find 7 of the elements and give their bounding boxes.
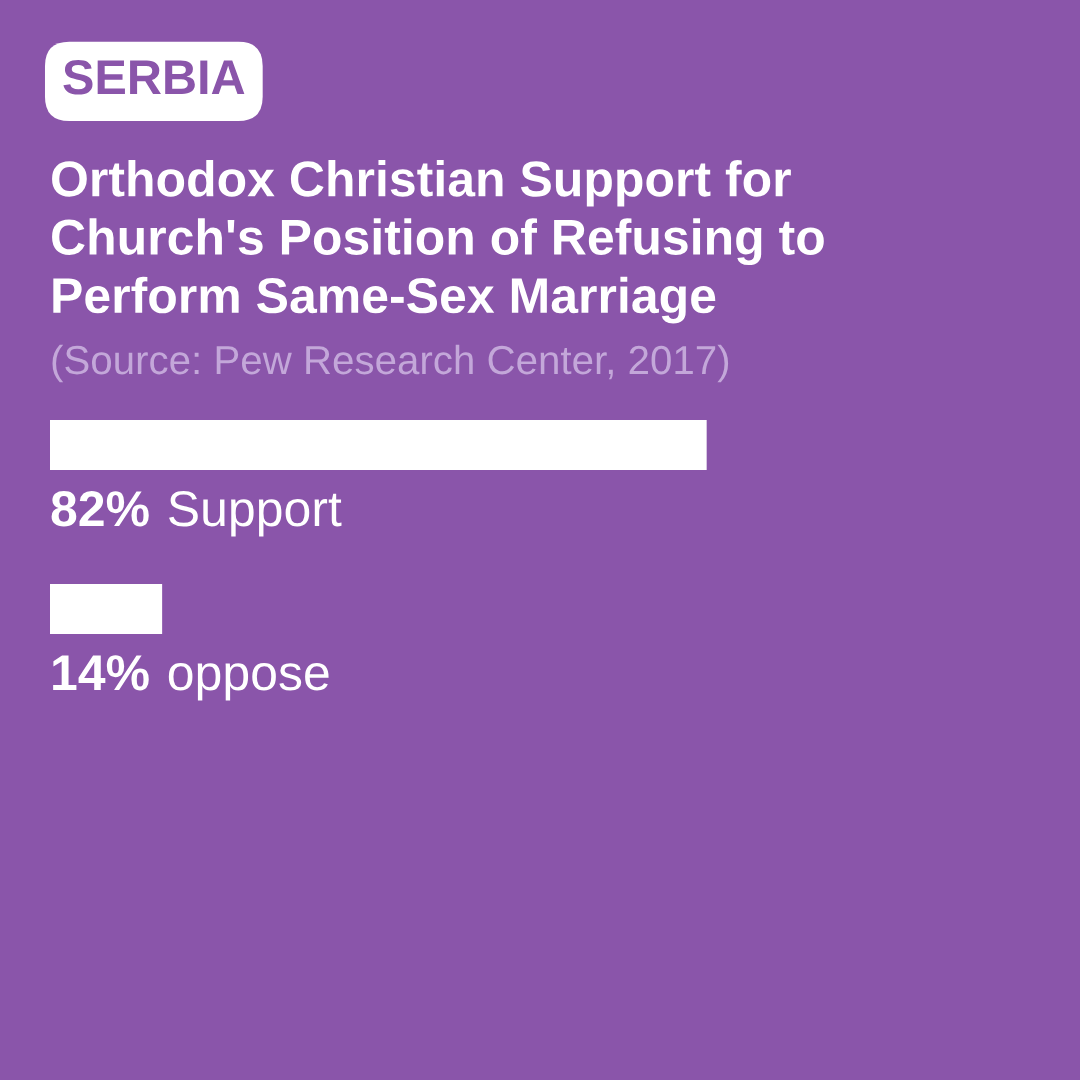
text: (Source: Pew Research Center, 2017) xyxy=(52,344,729,383)
data-label: 82% xyxy=(51,491,149,527)
text: SERBIA xyxy=(63,60,245,95)
chart-title: Orthodox Christian Support for Church's Position of Refusing to Perform Same-Sex Marriage xyxy=(52,160,824,324)
y-tick-label: oppose xyxy=(168,663,329,701)
data-label: 14% xyxy=(53,655,149,691)
y-tick-label: Support xyxy=(169,491,342,537)
